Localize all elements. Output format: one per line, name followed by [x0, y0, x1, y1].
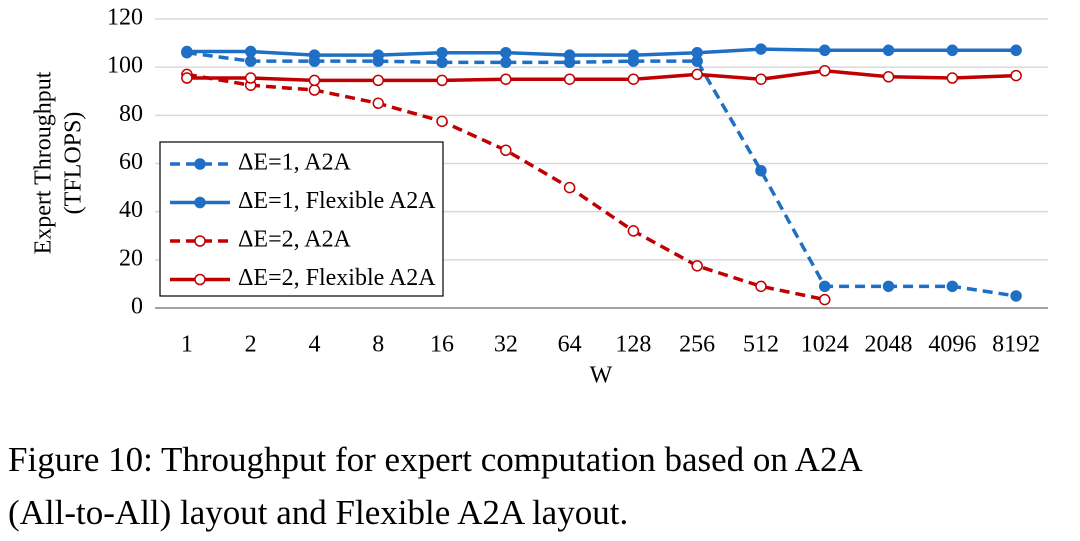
y-tick-label: 40	[119, 197, 143, 223]
point	[819, 65, 831, 77]
point	[436, 74, 448, 87]
point	[436, 46, 448, 59]
x-tick-label: 4096	[928, 332, 976, 358]
point	[1010, 290, 1022, 302]
y-tick-label: 80	[119, 101, 143, 127]
x-tick-label: 128	[615, 332, 651, 358]
x-axis-label: W	[590, 363, 613, 389]
point	[627, 73, 640, 85]
point	[563, 49, 576, 61]
caption: Figure 10: Throughput for expert computa…	[8, 440, 863, 479]
point	[882, 71, 895, 83]
point	[500, 56, 512, 69]
legend-box	[159, 141, 444, 297]
x-tick-label: 32	[494, 332, 518, 358]
x-tick-label: 8192	[992, 332, 1040, 358]
point	[627, 225, 640, 237]
x-tick-label: 2	[245, 332, 257, 358]
point	[244, 55, 257, 67]
point	[755, 73, 767, 85]
legend-marker	[194, 196, 206, 209]
x-tick-label: 16	[430, 332, 454, 358]
x-tick-label: 2048	[865, 332, 913, 358]
x-tick-label: 256	[679, 332, 715, 358]
point	[627, 49, 640, 61]
point	[819, 293, 831, 306]
point	[563, 73, 576, 85]
point	[500, 46, 512, 59]
point	[691, 46, 703, 59]
legend-marker	[194, 158, 206, 170]
point	[563, 181, 576, 194]
x-tick-label: 512	[743, 332, 779, 358]
legend-label: ΔE=2, Flexible A2A	[238, 265, 436, 291]
point	[819, 44, 831, 57]
legend-marker	[194, 235, 206, 247]
point	[436, 115, 448, 128]
point	[755, 164, 767, 177]
y-axis-label: (TFLOPS)	[61, 112, 87, 215]
point	[500, 144, 512, 157]
point	[372, 97, 384, 110]
y-tick-label: 20	[119, 245, 143, 271]
point	[691, 260, 703, 272]
x-tick-label: 8	[372, 332, 384, 358]
legend-label: ΔE=1, A2A	[238, 150, 352, 176]
point	[946, 44, 959, 57]
series-line	[186, 47, 1017, 57]
point	[882, 280, 895, 293]
point	[500, 73, 512, 85]
point	[946, 72, 959, 84]
y-tick-label: 120	[107, 5, 143, 31]
point	[755, 280, 767, 293]
point	[436, 56, 448, 69]
x-tick-label: 1024	[801, 332, 849, 358]
legend-label: ΔE=1, Flexible A2A	[238, 188, 436, 214]
x-tick-label: 1	[181, 332, 193, 358]
point	[181, 72, 193, 84]
point	[882, 44, 895, 57]
point	[308, 84, 321, 96]
point	[755, 43, 767, 55]
series-line	[186, 69, 1017, 83]
series-line	[186, 72, 826, 302]
x-tick-label: 4	[308, 332, 320, 358]
point	[372, 74, 384, 87]
point	[691, 68, 703, 81]
point	[819, 280, 831, 293]
point	[244, 45, 257, 58]
caption: (All-to-All) layout and Flexible A2A lay…	[8, 493, 628, 532]
y-tick-label: 100	[107, 53, 143, 79]
y-tick-label: 0	[131, 294, 143, 320]
legend-label: ΔE=2, A2A	[238, 227, 352, 253]
y-tick-label: 60	[119, 149, 143, 175]
point	[372, 49, 384, 61]
legend-marker	[194, 273, 206, 286]
point	[1010, 69, 1022, 82]
y-axis-label: Expert Throughput	[31, 71, 57, 254]
point	[308, 74, 321, 87]
point	[244, 72, 257, 84]
x-tick-label: 64	[558, 332, 582, 358]
series-line	[186, 50, 1017, 298]
point	[946, 280, 959, 293]
point	[1010, 44, 1022, 57]
point	[181, 45, 193, 58]
point	[308, 49, 321, 61]
